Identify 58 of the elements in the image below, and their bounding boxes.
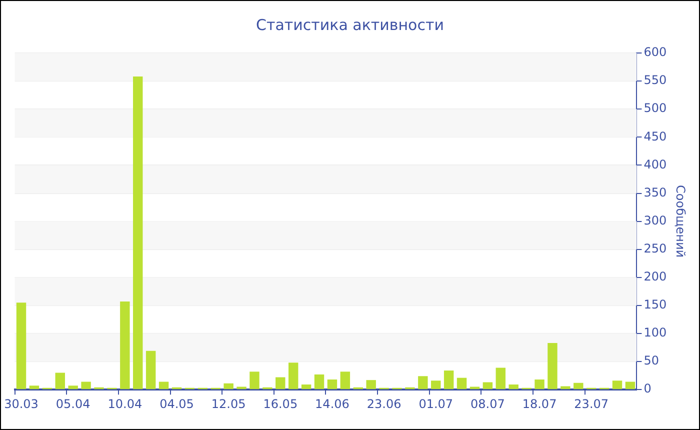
bar bbox=[482, 382, 493, 390]
x-tick-label: 10.04 bbox=[108, 396, 142, 411]
x-tick-label: 05.04 bbox=[56, 396, 90, 411]
y-tick-label: 450 bbox=[644, 129, 667, 144]
bar bbox=[276, 377, 286, 390]
bar bbox=[340, 372, 350, 390]
y-tick-label: 100 bbox=[644, 326, 667, 340]
bar bbox=[288, 362, 298, 390]
bar bbox=[444, 370, 454, 390]
y-tick-label: 0 bbox=[644, 382, 652, 396]
y-tick-label: 250 bbox=[644, 241, 667, 256]
bar bbox=[81, 382, 91, 390]
bar bbox=[146, 350, 156, 390]
bar bbox=[534, 380, 544, 390]
bar bbox=[314, 374, 324, 390]
bar bbox=[625, 382, 636, 390]
bar bbox=[224, 383, 234, 390]
x-tick-label: 23.06 bbox=[366, 396, 402, 411]
x-tick-label: 12.05 bbox=[211, 396, 246, 411]
y-tick-label: 150 bbox=[644, 298, 667, 312]
y-tick-label: 300 bbox=[644, 213, 667, 228]
x-tick-label: 08.07 bbox=[470, 396, 505, 411]
y-tick-label: 550 bbox=[644, 73, 667, 88]
bar bbox=[508, 384, 518, 390]
bar bbox=[133, 76, 143, 390]
y-axis-title: Сообщений bbox=[674, 185, 688, 258]
bar bbox=[456, 378, 467, 390]
bar bbox=[327, 380, 338, 390]
x-tick-label: 16.05 bbox=[263, 396, 298, 411]
x-tick-label: 01.07 bbox=[418, 396, 454, 411]
y-tick-label: 350 bbox=[644, 185, 667, 200]
x-tick-label: 30.03 bbox=[4, 396, 38, 411]
y-tick-label: 400 bbox=[644, 157, 667, 172]
bar bbox=[366, 380, 376, 390]
bar bbox=[612, 380, 622, 390]
y-tick-label: 200 bbox=[644, 270, 667, 284]
bar bbox=[250, 372, 260, 390]
x-tick-label: 04.05 bbox=[160, 396, 194, 411]
bar bbox=[120, 302, 130, 390]
bar bbox=[431, 380, 441, 390]
bar bbox=[496, 368, 506, 390]
x-tick-label: 18.07 bbox=[522, 396, 557, 411]
bar bbox=[548, 343, 558, 390]
bar bbox=[418, 376, 428, 390]
chart-title: Статистика активности bbox=[256, 16, 444, 34]
x-tick-label: 23.07 bbox=[574, 396, 609, 411]
bar bbox=[560, 386, 570, 390]
bar bbox=[29, 386, 40, 390]
x-tick-label: 14.06 bbox=[315, 396, 350, 411]
bar bbox=[574, 382, 584, 390]
bar bbox=[68, 386, 78, 390]
bar bbox=[301, 384, 312, 390]
bar bbox=[158, 382, 169, 390]
y-tick-label: 600 bbox=[644, 45, 667, 60]
y-tick-label: 500 bbox=[644, 101, 667, 116]
y-tick-label: 50 bbox=[644, 354, 659, 368]
bar bbox=[16, 302, 26, 390]
bar bbox=[55, 372, 65, 390]
